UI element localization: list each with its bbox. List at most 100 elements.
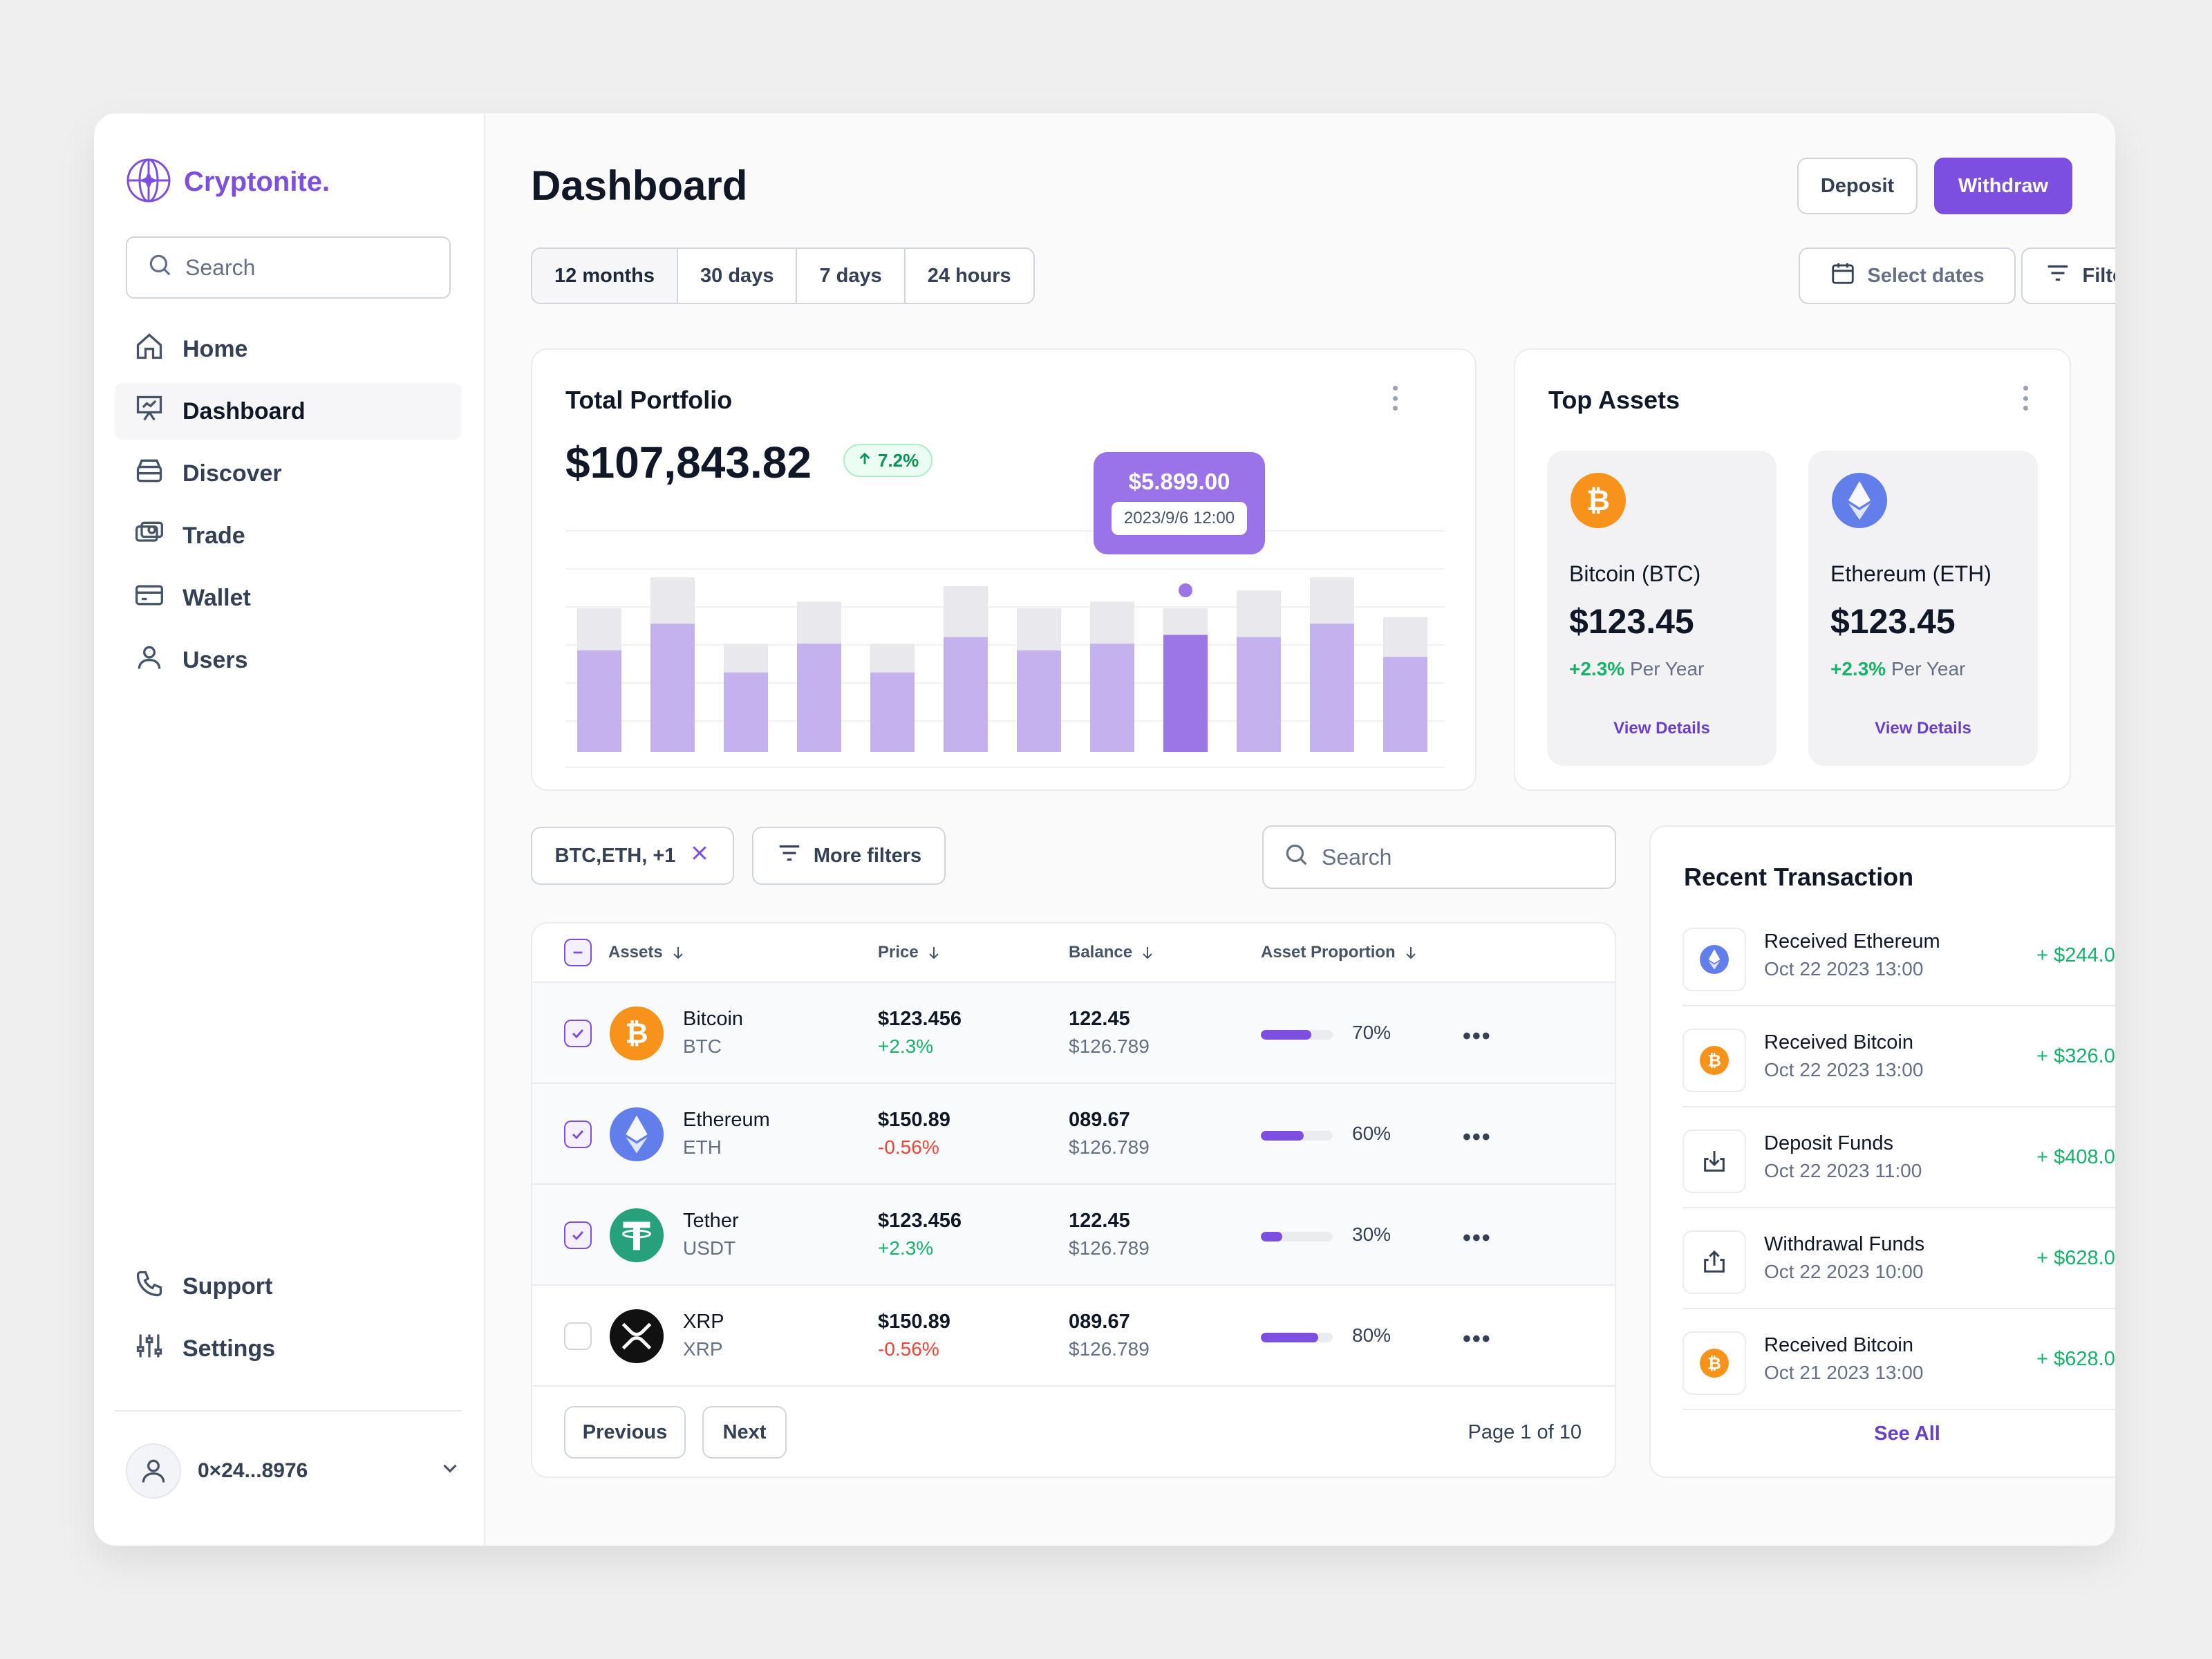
row-checkbox[interactable] bbox=[564, 1221, 592, 1249]
top-assets-menu-icon[interactable] bbox=[2021, 386, 2030, 411]
withdraw-button[interactable]: Withdraw bbox=[1934, 158, 2072, 214]
column-header-assets[interactable]: Assets bbox=[608, 943, 686, 962]
proportion-bar-fill bbox=[1261, 1333, 1319, 1342]
asset-price: $123.456 bbox=[878, 1210, 962, 1232]
chart-bar[interactable] bbox=[1383, 657, 1427, 752]
row-checkbox[interactable] bbox=[564, 1121, 592, 1148]
tab-30-days[interactable]: 30 days bbox=[678, 249, 798, 303]
sidebar-search-input[interactable]: Search bbox=[126, 236, 451, 299]
chart-bar[interactable] bbox=[1017, 650, 1061, 752]
tab-7-days[interactable]: 7 days bbox=[797, 249, 906, 303]
asset-tile-ethereum[interactable]: Ethereum (ETH) $123.45 +2.3% Per Year Vi… bbox=[1808, 451, 2038, 766]
more-horizontal-icon[interactable]: ••• bbox=[1463, 1124, 1492, 1150]
close-icon[interactable] bbox=[689, 843, 710, 869]
view-details-link[interactable]: View Details bbox=[1875, 719, 1971, 738]
bitcoin-icon: ₿ bbox=[1569, 471, 1627, 533]
assets-table: Assets Price Balance Asset Proportion ₿ … bbox=[531, 922, 1616, 1478]
portfolio-value: $107,843.82 bbox=[565, 438, 812, 487]
chart-bar[interactable] bbox=[944, 637, 988, 752]
asset-filter-chip[interactable]: BTC,ETH, +1 bbox=[531, 827, 734, 885]
asset-name: Tether bbox=[683, 1210, 739, 1232]
portfolio-bar-chart bbox=[565, 530, 1445, 768]
table-row[interactable]: ₿ Bitcoin BTC $123.456 +2.3% 122.45 $126… bbox=[532, 983, 1615, 1084]
account-switcher[interactable]: 0×24...8976 bbox=[126, 1442, 462, 1500]
column-header-asset-proportion[interactable]: Asset Proportion bbox=[1261, 943, 1419, 962]
chart-bar[interactable] bbox=[1310, 624, 1354, 752]
asset-tile-bitcoin[interactable]: ₿ Bitcoin (BTC) $123.45 +2.3% Per Year V… bbox=[1547, 451, 1777, 766]
transaction-item[interactable]: Received Ethereum Oct 22 2023 13:00 + $2… bbox=[1683, 906, 2115, 1006]
more-filters-button[interactable]: More filters bbox=[752, 827, 946, 885]
chart-bar[interactable] bbox=[577, 650, 621, 752]
search-icon bbox=[147, 252, 173, 283]
archive-icon bbox=[134, 456, 165, 492]
table-row[interactable]: XRP XRP $150.89 -0.56% 089.67 $126.789 8… bbox=[532, 1286, 1615, 1387]
ethereum-icon bbox=[608, 1106, 665, 1166]
portfolio-menu-icon[interactable] bbox=[1391, 386, 1399, 411]
transaction-date: Oct 21 2023 13:00 bbox=[1764, 1362, 1924, 1383]
asset-balance-usd: $126.789 bbox=[1069, 1136, 1150, 1158]
account-address: 0×24...8976 bbox=[198, 1459, 308, 1482]
select-dates-button[interactable]: Select dates bbox=[1799, 247, 2016, 304]
more-horizontal-icon[interactable]: ••• bbox=[1463, 1225, 1492, 1251]
deposit-button[interactable]: Deposit bbox=[1797, 158, 1918, 214]
credit-card-icon bbox=[134, 580, 165, 617]
chart-bar[interactable] bbox=[797, 644, 841, 752]
sidebar-item-wallet[interactable]: Wallet bbox=[115, 570, 462, 626]
sidebar-item-support[interactable]: Support bbox=[115, 1258, 462, 1315]
row-checkbox[interactable] bbox=[564, 1322, 592, 1350]
tab-12-months[interactable]: 12 months bbox=[532, 249, 679, 303]
chart-bar[interactable] bbox=[724, 672, 768, 752]
chart-highlight-dot bbox=[1179, 583, 1192, 597]
logo-text: Cryptonite. bbox=[184, 167, 330, 197]
chart-bar[interactable] bbox=[1237, 637, 1281, 752]
sidebar-item-trade[interactable]: Trade bbox=[115, 507, 462, 564]
select-all-checkbox[interactable] bbox=[564, 939, 592, 966]
sidebar-item-discover[interactable]: Discover bbox=[115, 445, 462, 502]
sidebar-item-settings[interactable]: Settings bbox=[115, 1320, 462, 1377]
tooltip-value: $5.899.00 bbox=[1128, 469, 1230, 494]
column-header-price[interactable]: Price bbox=[878, 943, 942, 962]
chart-bar[interactable] bbox=[870, 672, 915, 752]
more-horizontal-icon[interactable]: ••• bbox=[1463, 1023, 1492, 1049]
proportion-bar-fill bbox=[1261, 1030, 1311, 1040]
transaction-date: Oct 22 2023 13:00 bbox=[1764, 958, 1924, 980]
transaction-item[interactable]: Withdrawal Funds Oct 22 2023 10:00 + $62… bbox=[1683, 1208, 2115, 1309]
see-all-link[interactable]: See All bbox=[1874, 1423, 1940, 1445]
chart-bar[interactable] bbox=[1163, 635, 1208, 752]
chart-bar[interactable] bbox=[650, 624, 695, 752]
arrow-down-icon bbox=[1405, 947, 1416, 959]
asset-name: Ethereum bbox=[683, 1109, 770, 1131]
previous-page-button[interactable]: Previous bbox=[564, 1406, 686, 1459]
transaction-item[interactable]: ₿ Received Bitcoin Oct 22 2023 13:00 + $… bbox=[1683, 1006, 2115, 1107]
asset-balance-usd: $126.789 bbox=[1069, 1035, 1150, 1057]
column-header-balance[interactable]: Balance bbox=[1069, 943, 1156, 962]
next-page-button[interactable]: Next bbox=[702, 1406, 787, 1459]
asset-name: Bitcoin (BTC) bbox=[1569, 561, 1701, 586]
filters-button[interactable]: Filters bbox=[2021, 247, 2115, 304]
table-search-input[interactable]: Search bbox=[1262, 825, 1616, 889]
total-portfolio-card: Total Portfolio $107,843.82 7.2% $5.899.… bbox=[531, 348, 1477, 791]
sidebar-bottom-nav: Support Settings bbox=[115, 1258, 462, 1382]
table-row[interactable]: Tether USDT $123.456 +2.3% 122.45 $126.7… bbox=[532, 1185, 1615, 1286]
view-details-link[interactable]: View Details bbox=[1613, 719, 1710, 738]
asset-change: +2.3% bbox=[878, 1237, 934, 1259]
tab-24-hours[interactable]: 24 hours bbox=[927, 264, 1011, 287]
transaction-date: Oct 22 2023 10:00 bbox=[1764, 1261, 1924, 1282]
page-title: Dashboard bbox=[531, 162, 748, 209]
table-row[interactable]: Ethereum ETH $150.89 -0.56% 089.67 $126.… bbox=[532, 1084, 1615, 1185]
asset-price: $123.45 bbox=[1830, 602, 1956, 641]
asset-balance-usd: $126.789 bbox=[1069, 1338, 1150, 1360]
logo[interactable]: Cryptonite. bbox=[126, 158, 330, 207]
transaction-item[interactable]: ₿ Received Bitcoin Oct 21 2023 13:00 + $… bbox=[1683, 1309, 2115, 1410]
row-checkbox[interactable] bbox=[564, 1020, 592, 1047]
transaction-title: Deposit Funds bbox=[1764, 1132, 1893, 1154]
sidebar-item-dashboard[interactable]: Dashboard bbox=[115, 383, 462, 440]
proportion-bar bbox=[1261, 1030, 1333, 1040]
transaction-item[interactable]: Deposit Funds Oct 22 2023 11:00 + $408.0… bbox=[1683, 1107, 2115, 1208]
more-horizontal-icon[interactable]: ••• bbox=[1463, 1326, 1492, 1352]
sidebar-item-home[interactable]: Home bbox=[115, 321, 462, 377]
main-content: Dashboard Deposit Withdraw 12 months 30 … bbox=[485, 113, 2115, 1546]
bitcoin-icon: ₿ bbox=[1683, 1029, 1746, 1092]
chart-bar[interactable] bbox=[1090, 644, 1134, 752]
sidebar-item-users[interactable]: Users bbox=[115, 632, 462, 688]
